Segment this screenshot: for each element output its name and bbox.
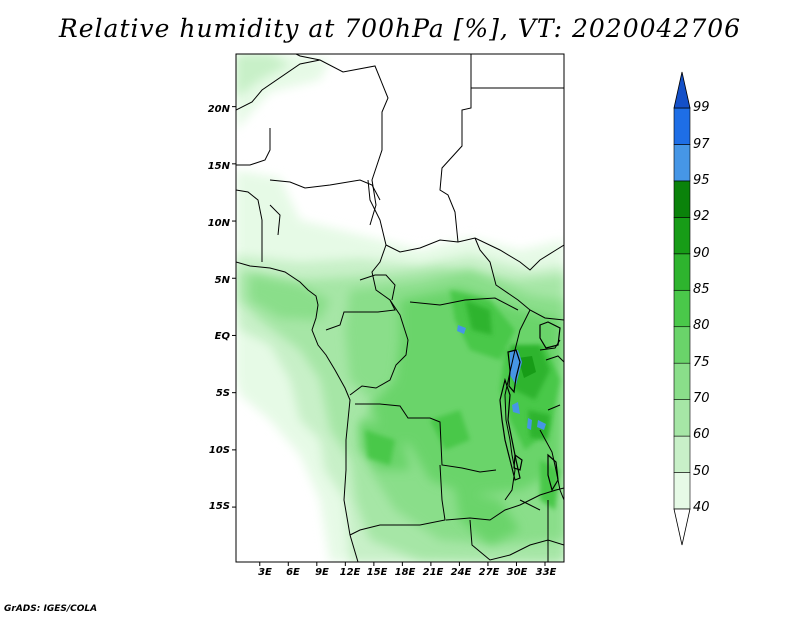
chart-title: Relative humidity at 700hPa [%], VT: 202…: [58, 14, 742, 43]
humidity-field: [236, 54, 564, 562]
colorbar-min-arrow: [673, 508, 691, 546]
colorbar: [673, 71, 691, 546]
peak-humidity-core: [518, 356, 536, 378]
lon-label: 3E: [258, 567, 272, 578]
colorbar-label: 80: [693, 318, 710, 333]
colorbar-label: 92: [693, 209, 710, 224]
lat-label: 15N: [207, 161, 230, 172]
colorbar-label: 50: [693, 464, 710, 479]
colorbar-label: 99: [693, 100, 710, 115]
colorbar-swatch: [673, 180, 691, 218]
colorbar-swatch: [673, 435, 691, 473]
latitude-ticks: [232, 106, 236, 508]
colorbar-max-arrow: [673, 71, 691, 109]
colorbar-swatch: [673, 217, 691, 255]
colorbar-swatch: [673, 472, 691, 510]
colorbar-label: 90: [693, 246, 710, 261]
lat-label: EQ: [214, 331, 230, 342]
lat-label: 5S: [215, 388, 230, 399]
colorbar-label: 75: [693, 355, 710, 370]
lake-outlines: [499, 321, 561, 492]
colorbar-swatch: [673, 253, 691, 291]
lon-label: 27E: [478, 567, 500, 578]
colorbar-swatch: [673, 144, 691, 182]
colorbar-swatch: [673, 107, 691, 145]
colorbar-swatch: [673, 289, 691, 328]
lon-label: 9E: [315, 567, 329, 578]
grads-credit: GrADS: IGES/COLA: [4, 604, 98, 614]
lon-label: 12E: [339, 567, 361, 578]
colorbar-swatch: [673, 326, 691, 364]
lon-label: 30E: [506, 567, 528, 578]
lon-label: 6E: [286, 567, 300, 578]
colorbar-label: 40: [693, 500, 710, 515]
lat-label: 20N: [207, 104, 230, 115]
lon-label: 15E: [366, 567, 388, 578]
colorbar-label: 97: [693, 137, 710, 152]
colorbar-label: 60: [693, 427, 710, 442]
colorbar-label: 85: [693, 282, 710, 297]
lon-label: 18E: [394, 567, 416, 578]
colorbar-swatch: [673, 362, 691, 400]
lat-label: 10N: [207, 218, 230, 229]
lon-label: 21E: [422, 567, 444, 578]
lat-label: 5N: [214, 275, 230, 286]
lon-label: 24E: [450, 567, 472, 578]
map-frame: [235, 53, 565, 563]
longitude-ticks: [259, 562, 546, 566]
lat-label: 10S: [208, 445, 230, 456]
lat-label: 15S: [208, 501, 230, 512]
colorbar-swatch: [673, 399, 691, 437]
lon-label: 33E: [535, 567, 557, 578]
colorbar-label: 95: [693, 173, 710, 188]
colorbar-label: 70: [693, 391, 710, 406]
